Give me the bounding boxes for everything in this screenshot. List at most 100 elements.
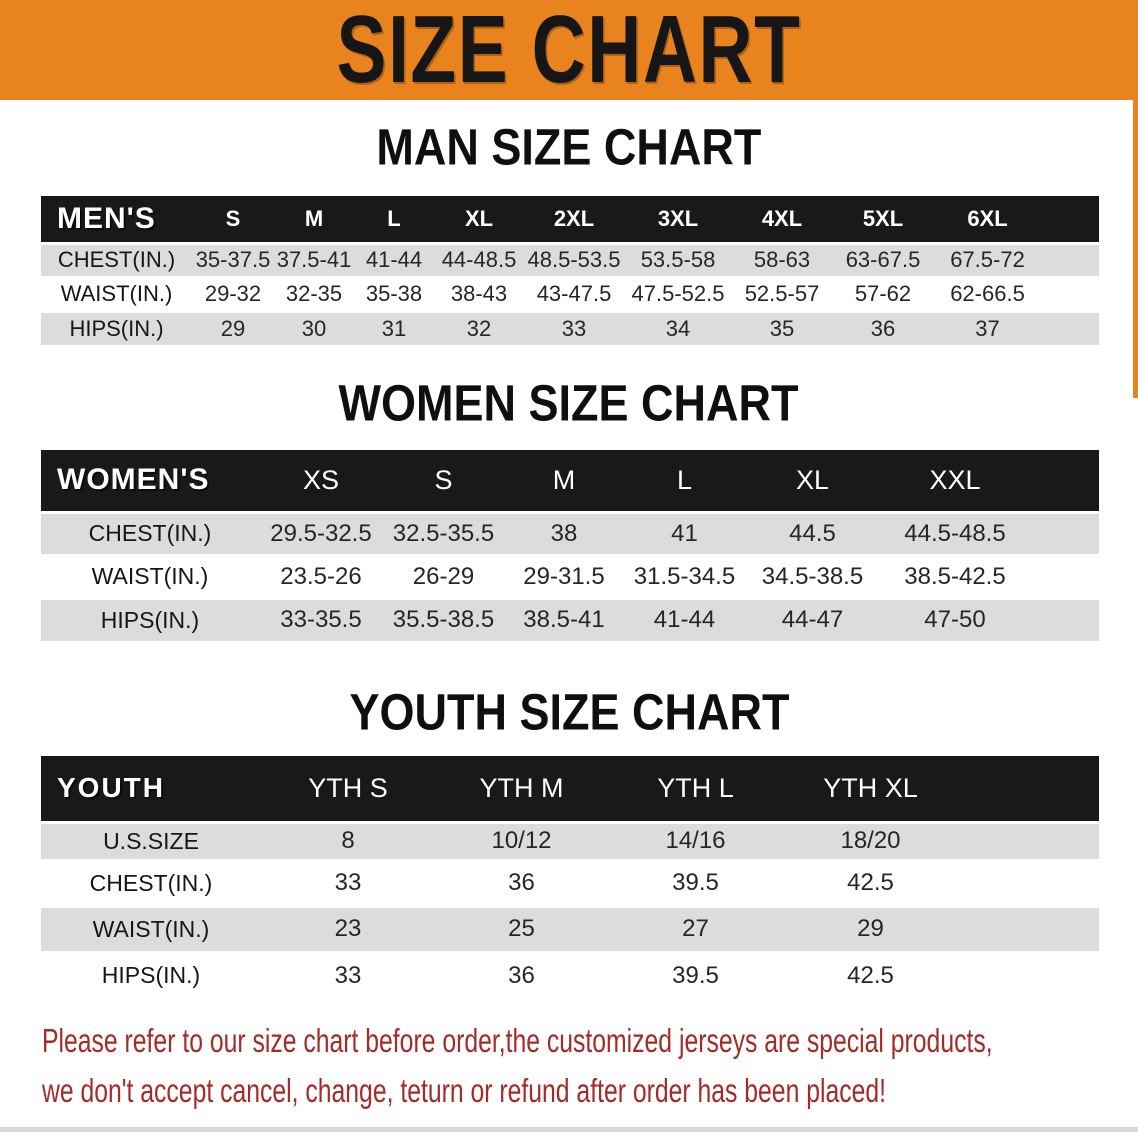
measurement-row: HIPS(IN.) 33-35.5 35.5-38.5 38.5-41 41-44 44-… [41, 598, 1099, 641]
measurement-value: 10/12 [491, 827, 552, 854]
measurement-value: 58-63 [753, 247, 811, 272]
measurement-value: 41-44 [365, 247, 423, 272]
women-group-label: WOMEN'S [41, 450, 259, 512]
size-header-m: M [274, 196, 354, 243]
measurement-value: 38.5-41 [523, 606, 605, 634]
measurement-value: 48.5-53.5 [527, 247, 621, 272]
size-header-3xl: 3XL [624, 196, 732, 243]
measurement-value: 29-31.5 [523, 562, 605, 590]
size-header-yth-l: YTH L [608, 756, 783, 822]
size-header-xl: XL [434, 196, 524, 243]
measurement-value: 26-29 [412, 562, 475, 590]
measurement-row: CHEST(IN.) 35-37.5 37.5-41 41-44 44-48.5 48.5… [41, 243, 1099, 277]
measurement-value: 34.5-38.5 [761, 562, 864, 590]
measurement-value: 44.5 [789, 519, 836, 547]
men-section-heading: MAN SIZE CHART [0, 118, 1138, 176]
measurement-value: 36 [508, 961, 535, 989]
measurement-value: 18/20 [840, 827, 901, 854]
size-chart-banner: SIZE CHART [0, 0, 1138, 100]
measurement-value: 35-38 [365, 281, 423, 306]
women-size-table: WOMEN'S XS S M L XL XXL CHEST(IN.) 29.5-32.5 32… [41, 450, 1099, 641]
women-section-heading: WOMEN SIZE CHART [0, 378, 1138, 429]
measurement-value: 57-62 [854, 281, 912, 306]
row-label: HIPS(IN.) [69, 315, 164, 341]
measurement-value: 29 [857, 915, 884, 942]
size-header-xl: XL [745, 450, 880, 512]
measurement-value: 29.5-32.5 [270, 519, 372, 547]
measurement-value: 27 [682, 915, 709, 942]
right-edge-stripe [1133, 0, 1138, 398]
measurement-value: 8 [341, 827, 355, 854]
measurement-value: 44-48.5 [441, 247, 517, 272]
men-size-table: MEN'S S M L XL 2XL 3XL 4XL 5XL 6XL CHEST(IN.) 35-… [41, 196, 1099, 345]
measurement-value: 29-32 [204, 281, 262, 306]
header-filler [958, 756, 1099, 822]
measurement-value: 31 [381, 315, 407, 341]
measurement-value: 35-37.5 [195, 247, 271, 272]
banner-title: SIZE CHART [336, 0, 802, 103]
bottom-edge-strip [0, 1127, 1138, 1132]
measurement-value: 43-47.5 [536, 281, 612, 306]
measurement-value: 33 [334, 869, 362, 896]
measurement-value: 23.5-26 [280, 562, 362, 590]
measurement-value: 30 [301, 315, 327, 341]
size-header-4xl: 4XL [732, 196, 832, 243]
measurement-value: 39.5 [672, 869, 719, 896]
measurement-value: 37 [975, 315, 1000, 341]
men-group-label: MEN'S [41, 196, 192, 243]
measurement-value: 38.5-42.5 [904, 562, 1006, 590]
order-disclaimer: Please refer to our size chart before or… [42, 1016, 1138, 1116]
size-header-yth-s: YTH S [261, 756, 435, 822]
measurement-value: 52.5-57 [744, 281, 820, 306]
size-header-s: S [383, 450, 504, 512]
youth-section-heading-text: YOUTH SIZE CHART [348, 683, 790, 741]
measurement-value: 34 [665, 315, 691, 341]
measurement-row: WAIST(IN.) 23 25 27 29 [41, 906, 1099, 952]
youth-section-heading: YOUTH SIZE CHART [0, 683, 1138, 741]
row-label: WAIST(IN.) [60, 281, 173, 306]
size-chart-body: MAN SIZE CHART MEN'S S M L XL 2XL 3XL 4XL 5XL 6X… [0, 122, 1138, 1116]
row-filler [958, 906, 1099, 952]
youth-section: YOUTH SIZE CHART YOUTH YTH S YTH M YTH L YT… [0, 687, 1138, 998]
measurement-row: U.S.SIZE 8 10/12 14/16 18/20 [41, 822, 1099, 860]
header-filler [1041, 196, 1099, 243]
measurement-value: 53.5-58 [640, 247, 716, 272]
measurement-value: 44-47 [781, 606, 844, 634]
row-label: CHEST(IN.) [88, 520, 212, 546]
measurement-value: 36 [508, 869, 535, 896]
size-header-6xl: 6XL [934, 196, 1041, 243]
measurement-row: WAIST(IN.) 23.5-26 26-29 29-31.5 31.5-34.5 34… [41, 555, 1099, 598]
size-header-xs: XS [259, 450, 383, 512]
header-filler [1030, 450, 1099, 512]
row-filler [958, 952, 1099, 998]
measurement-row: HIPS(IN.) 29 30 31 32 33 34 35 36 37 [41, 311, 1099, 345]
men-section: MAN SIZE CHART MEN'S S M L XL 2XL 3XL 4XL 5XL 6X… [0, 122, 1138, 345]
size-header-yth-xl: YTH XL [783, 756, 958, 822]
measurement-value: 38-43 [450, 281, 508, 306]
measurement-value: 33-35.5 [280, 606, 362, 634]
row-filler [1041, 311, 1099, 345]
measurement-value: 42.5 [847, 869, 894, 896]
measurement-value: 62-66.5 [950, 281, 1025, 306]
row-label: CHEST(IN.) [57, 247, 176, 272]
measurement-value: 39.5 [672, 961, 719, 989]
measurement-value: 32-35 [285, 281, 343, 306]
row-label: HIPS(IN.) [101, 962, 201, 989]
measurement-value: 42.5 [847, 961, 894, 989]
size-header-s: S [192, 196, 274, 243]
measurement-row: HIPS(IN.) 33 36 39.5 42.5 [41, 952, 1099, 998]
row-filler [1030, 555, 1099, 598]
measurement-value: 44.5-48.5 [904, 519, 1006, 547]
measurement-value: 35.5-38.5 [392, 606, 495, 634]
size-header-yth-m: YTH M [435, 756, 608, 822]
row-filler [1041, 277, 1099, 311]
measurement-row: WAIST(IN.) 29-32 32-35 35-38 38-43 43-47.5 47.… [41, 277, 1099, 311]
measurement-value: 33 [334, 961, 362, 989]
measurement-value: 63-67.5 [845, 247, 921, 272]
size-header-2xl: 2XL [524, 196, 624, 243]
measurement-value: 47-50 [924, 606, 986, 634]
row-filler [1041, 243, 1099, 277]
row-label: WAIST(IN.) [91, 563, 209, 589]
men-section-heading-text: MAN SIZE CHART [376, 118, 762, 176]
size-header-xxl: XXL [880, 450, 1030, 512]
